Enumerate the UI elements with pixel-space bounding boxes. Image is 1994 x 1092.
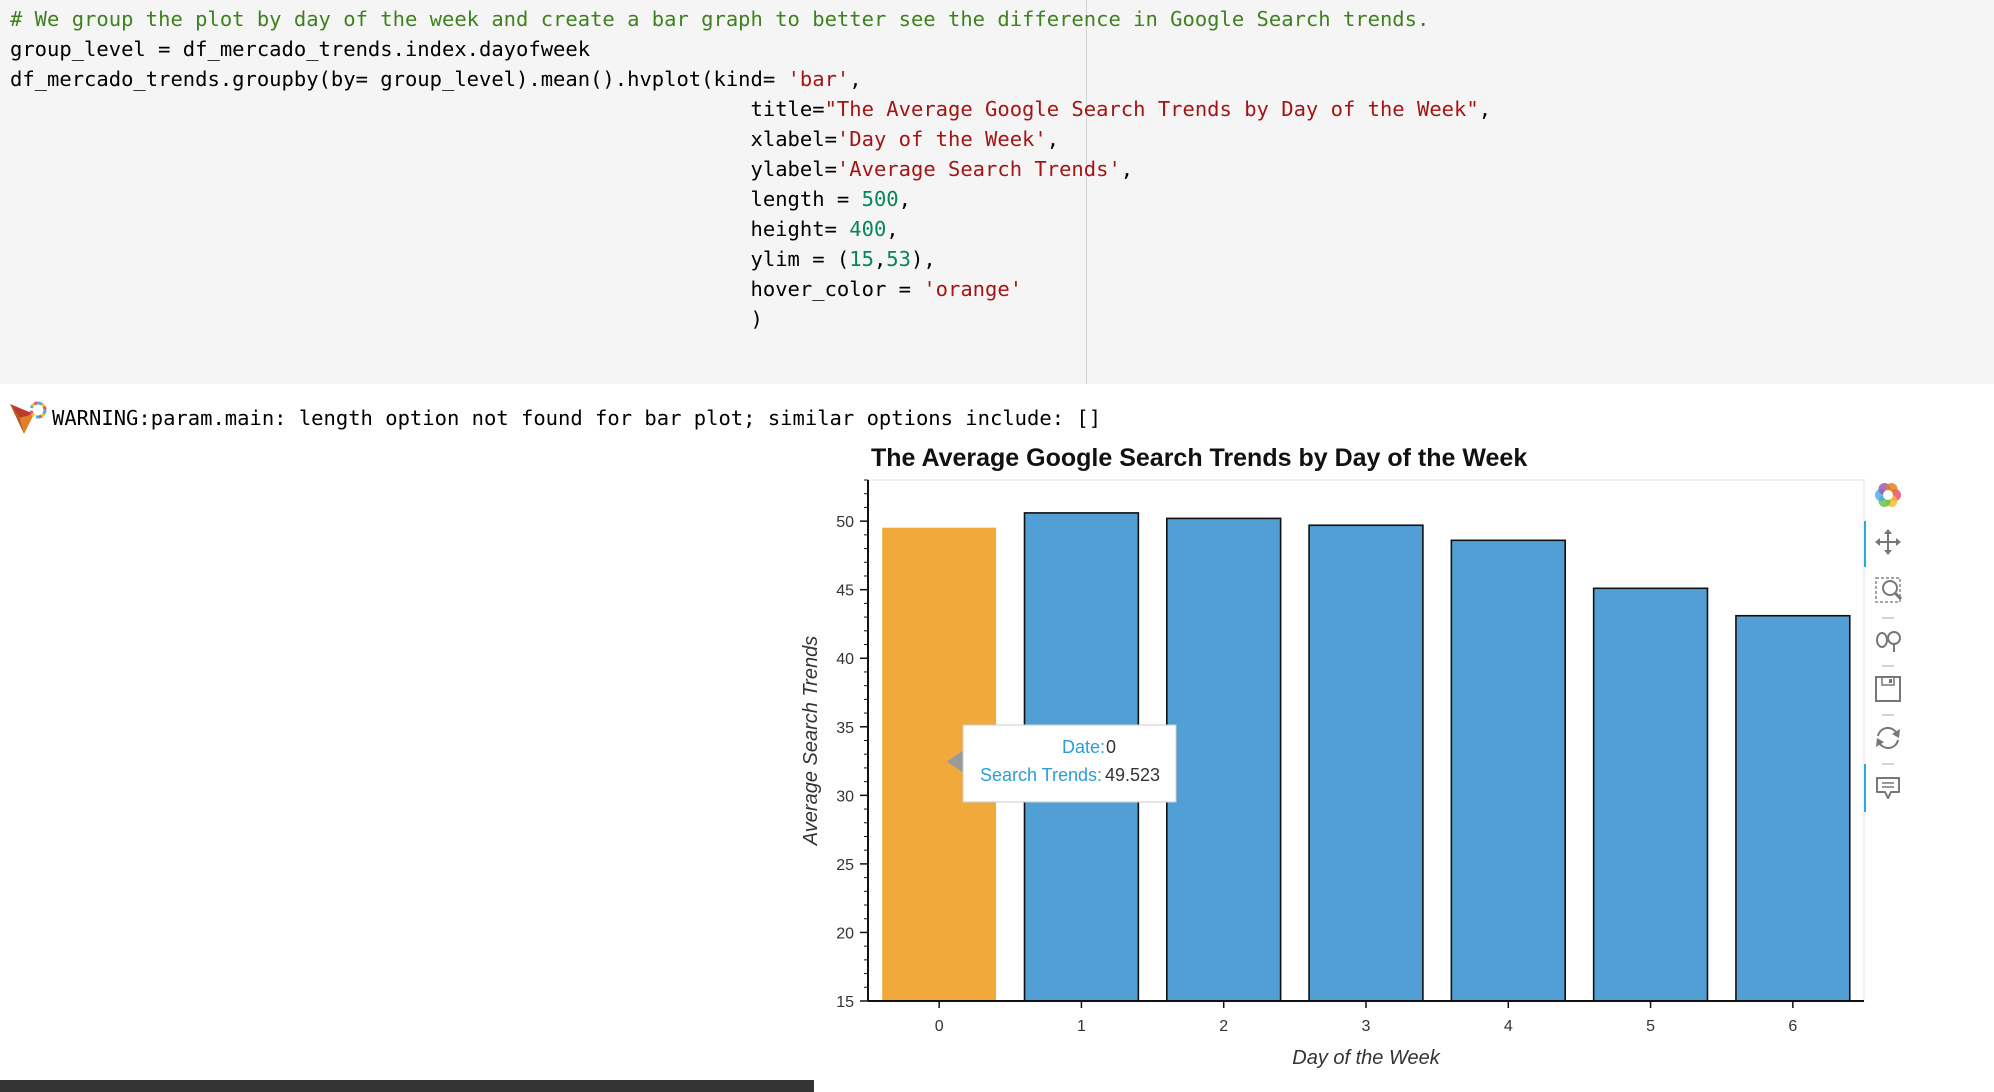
chart-title: The Average Google Search Trends by Day … — [871, 444, 1527, 472]
code-token: height= — [10, 217, 850, 241]
y-tick-label: 45 — [836, 583, 854, 600]
code-token: hover_color = — [10, 277, 924, 301]
y-tick-label: 25 — [836, 857, 854, 874]
code-token: 400 — [849, 217, 887, 241]
code-line: ylabel='Average Search Trends', — [10, 157, 1134, 181]
bar-day-4[interactable] — [1450, 539, 1567, 1002]
code-token: , — [1120, 157, 1134, 181]
code-token: ylabel= — [10, 157, 837, 181]
tooltip-date-value: 0 — [1106, 737, 1116, 757]
x-tick-label: 3 — [1362, 1018, 1371, 1035]
pan-icon[interactable] — [1875, 529, 1901, 555]
x-tick-label: 2 — [1219, 1018, 1228, 1035]
code-token: 53 — [886, 247, 911, 271]
code-cell[interactable]: # We group the plot by day of the week a… — [0, 0, 1994, 384]
y-tick-label: 30 — [836, 788, 854, 805]
line-length-ruler — [1086, 0, 1087, 384]
code-token: xlabel= — [10, 127, 837, 151]
code-token: , — [873, 247, 887, 271]
code-line: df_mercado_trends.groupby(by= group_leve… — [10, 67, 862, 91]
y-tick-label: 15 — [836, 994, 854, 1011]
code-token: 'Average Search Trends' — [836, 157, 1121, 181]
code-token: # We group the plot by day of the week a… — [10, 7, 1430, 31]
code-line: # We group the plot by day of the week a… — [10, 7, 1429, 31]
bokeh-logo-icon[interactable] — [1875, 482, 1901, 508]
code-line: group_level = df_mercado_trends.index.da… — [10, 37, 590, 61]
box-zoom-icon[interactable] — [1875, 577, 1903, 603]
bar-day-6[interactable] — [1735, 614, 1851, 1002]
x-tick-label: 5 — [1646, 1018, 1655, 1035]
code-token: 'bar' — [787, 67, 850, 91]
output-area: WARNING:param.main: length option not fo… — [0, 384, 1994, 1092]
code-line: length = 500, — [10, 187, 911, 211]
code-token: ) — [10, 307, 763, 331]
reset-icon[interactable] — [1876, 726, 1900, 750]
code-token: title= — [10, 97, 825, 121]
tooltip-trend-label: Search Trends: — [980, 765, 1102, 785]
code-line: xlabel='Day of the Week', — [10, 127, 1060, 151]
x-axis-label: Day of the Week — [1292, 1047, 1440, 1069]
code-token: ylim = ( — [10, 247, 850, 271]
code-token: length = — [10, 187, 862, 211]
output-prompt-icon — [10, 401, 47, 434]
save-icon[interactable] — [1875, 676, 1901, 702]
code-token: 15 — [849, 247, 874, 271]
tooltip-date-label: Date: — [1062, 737, 1105, 757]
code-token: df_mercado_trends.groupby(by= group_leve… — [10, 67, 788, 91]
code-token: , — [886, 217, 899, 241]
x-tick-label: 4 — [1504, 1018, 1513, 1035]
y-tick-label: 20 — [836, 925, 854, 942]
y-tick-label: 50 — [836, 514, 854, 531]
x-tick-label: 1 — [1077, 1018, 1086, 1035]
x-tick-label: 6 — [1788, 1018, 1797, 1035]
tooltip-pointer — [947, 750, 963, 773]
code-token: , — [1478, 97, 1492, 121]
code-line: height= 400, — [10, 217, 899, 241]
warning-row: WARNING:param.main: length option not fo… — [8, 398, 1101, 438]
horizontal-scrollbar[interactable] — [0, 1080, 814, 1092]
code-line: title="The Average Google Search Trends … — [10, 97, 1492, 121]
code-token: 'Day of the Week' — [836, 127, 1047, 151]
tooltip-trend-value: 49.523 — [1105, 765, 1160, 785]
code-editor[interactable]: # We group the plot by day of the week a… — [10, 4, 1491, 334]
code-token: group_level = df_mercado_trends.index.da… — [10, 37, 591, 61]
bar-day-5[interactable] — [1592, 587, 1709, 1002]
warning-text: WARNING:param.main: length option not fo… — [52, 406, 1102, 430]
hover-tooltip — [962, 724, 1177, 803]
code-token: 'orange' — [923, 277, 1023, 301]
code-line: hover_color = 'orange' — [10, 277, 1023, 301]
code-token: ), — [910, 247, 936, 271]
code-token: , — [1046, 127, 1060, 151]
code-token: , — [898, 187, 911, 211]
code-token: 500 — [861, 187, 899, 211]
code-token: "The Average Google Search Trends by Day… — [824, 97, 1479, 121]
bar-day-3[interactable] — [1308, 524, 1424, 1002]
code-token: , — [849, 67, 862, 91]
y-tick-label: 40 — [836, 651, 854, 668]
y-tick-label: 35 — [836, 720, 854, 737]
hover-icon[interactable] — [1876, 777, 1900, 799]
wheel-zoom-icon[interactable] — [1876, 631, 1901, 652]
bar-day-2[interactable] — [1166, 517, 1282, 1002]
code-line: ) — [10, 307, 763, 331]
x-tick-label: 0 — [935, 1018, 944, 1035]
code-line: ylim = (15,53), — [10, 247, 936, 271]
y-axis-label: Average Search Trends — [800, 636, 822, 846]
